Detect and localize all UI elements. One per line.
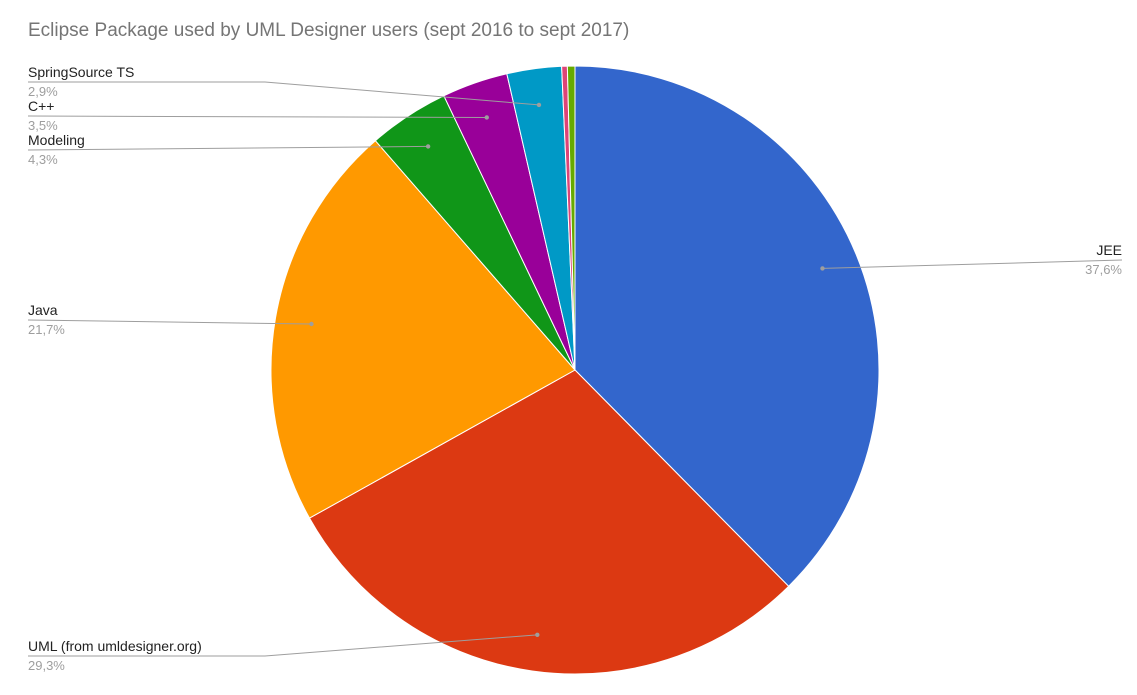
- chart-title: Eclipse Package used by UML Designer use…: [28, 20, 630, 41]
- slice-label-java: Java: [28, 302, 58, 318]
- slice-value-c: 3,5%: [28, 118, 58, 133]
- pie-slices: [270, 65, 880, 675]
- pie-slice-slice-7[interactable]: [566, 65, 576, 371]
- pie-slice-uml-from-umldesigner-org[interactable]: [308, 369, 790, 675]
- leader-line-uml-from-umldesigner-org: [28, 634, 538, 657]
- leader-line-jee: [822, 259, 1123, 269]
- slice-label-c: C++: [28, 98, 54, 114]
- slice-value-uml-from-umldesigner-org: 29,3%: [28, 658, 65, 673]
- leader-line-springsource-ts: [28, 81, 540, 106]
- pie-slice-jee[interactable]: [574, 65, 880, 588]
- leader-dot-jee: [820, 266, 825, 271]
- slice-label-springsource-ts: SpringSource TS: [28, 64, 134, 80]
- slice-value-springsource-ts: 2,9%: [28, 84, 58, 99]
- leader-dot-uml-from-umldesigner-org: [535, 632, 540, 638]
- slice-label-uml-from-umldesigner-org: UML (from umldesigner.org): [28, 638, 202, 654]
- leader-line-java: [27, 319, 312, 325]
- leader-dot-springsource-ts: [536, 102, 542, 108]
- slice-label-modeling: Modeling: [28, 132, 85, 148]
- leader-line-modeling: [27, 145, 429, 151]
- pie-slice-java[interactable]: [270, 140, 576, 519]
- slice-value-java: 21,7%: [28, 322, 65, 337]
- leader-dot-c: [484, 115, 489, 120]
- slice-label-jee: JEE: [1096, 242, 1122, 258]
- leader-dot-java: [309, 321, 314, 327]
- slice-value-jee: 37,6%: [1085, 262, 1122, 277]
- slice-labels: JEE 37,6% UML (from umldesigner.org) 29,3% J…: [28, 64, 1122, 673]
- leader-dot-modeling: [425, 144, 431, 149]
- leader-lines: [27, 81, 1123, 657]
- leader-line-c: [27, 115, 487, 118]
- slice-value-modeling: 4,3%: [28, 152, 58, 167]
